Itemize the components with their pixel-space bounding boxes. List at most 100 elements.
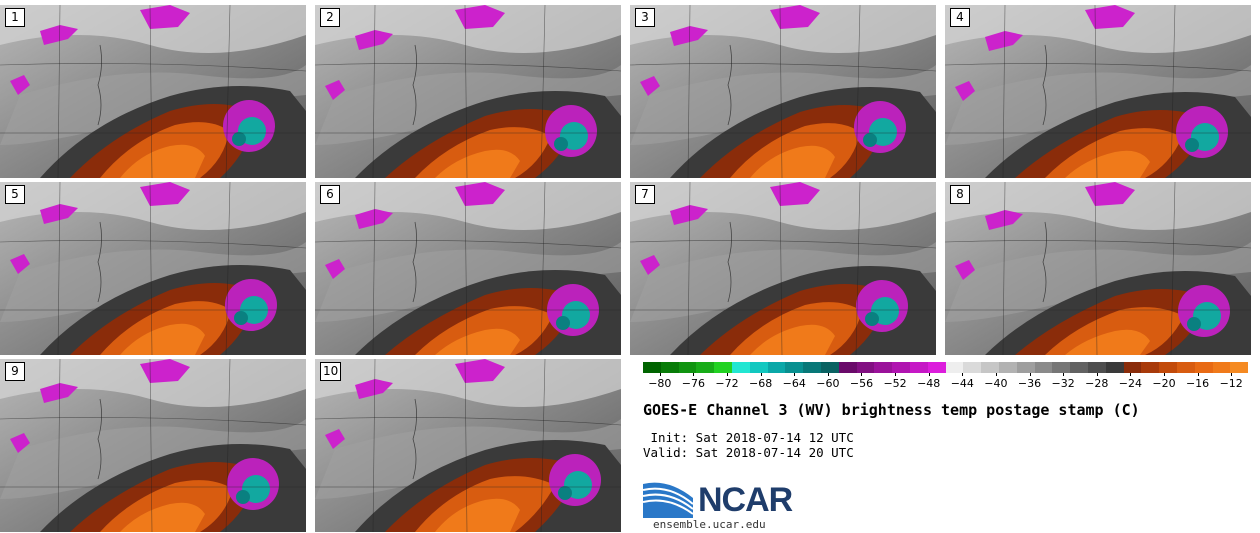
colorbar-tick-mark <box>962 373 964 376</box>
colorbar-tick-mark <box>693 373 695 376</box>
logo-wordmark: NCAR <box>698 481 793 519</box>
colorbar-tick-label: −20 <box>1152 377 1176 390</box>
postage-stamp-panel: 9 <box>0 359 306 532</box>
colorbar-cell <box>892 362 910 373</box>
colorbar-cell <box>678 362 697 373</box>
colorbar-tick-mark <box>1063 373 1065 376</box>
colorbar-tick-label: −80 <box>648 377 672 390</box>
colorbar-tick-label: −48 <box>917 377 941 390</box>
colorbar-cell <box>1034 362 1053 373</box>
postage-stamp-panel: 8 <box>945 182 1251 355</box>
panel-number-label: 7 <box>635 185 655 204</box>
wv-brightness-map <box>0 182 306 355</box>
postage-stamp-panel: 3 <box>630 5 936 178</box>
colorbar-cell <box>874 362 893 373</box>
figure-title: GOES-E Channel 3 (WV) brightness temp po… <box>643 401 1140 419</box>
wv-brightness-map <box>630 5 936 178</box>
colorbar-cell <box>1087 362 1106 373</box>
wv-brightness-map <box>630 182 936 355</box>
wv-brightness-map <box>0 5 306 178</box>
colorbar-cell <box>856 362 875 373</box>
colorbar-cell <box>963 362 982 373</box>
colorbar-tick-mark <box>1130 373 1132 376</box>
colorbar-cell <box>909 362 928 373</box>
colorbar-cell <box>1159 362 1177 373</box>
panel-number-label: 10 <box>320 362 342 381</box>
colorbar-tick-mark <box>760 373 762 376</box>
panel-number-label: 6 <box>320 185 340 204</box>
colorbar-tick-mark <box>1197 373 1199 376</box>
colorbar-cell <box>1176 362 1195 373</box>
colorbar-tick-label: −56 <box>849 377 874 390</box>
colorbar-tick-label: −24 <box>1118 377 1142 390</box>
colorbar-tick-label: −40 <box>984 377 1008 390</box>
colorbar <box>643 362 1249 373</box>
colorbar-cell <box>981 362 999 373</box>
valid-time: Valid: Sat 2018-07-14 20 UTC <box>643 445 854 460</box>
colorbar-tick-mark <box>928 373 930 376</box>
colorbar-tick-mark <box>794 373 796 376</box>
colorbar-tick-label: −60 <box>816 377 840 390</box>
colorbar-cell <box>1212 362 1231 373</box>
panel-number-label: 3 <box>635 8 655 27</box>
postage-stamp-panel: 1 <box>0 5 306 178</box>
colorbar-tick-mark <box>1029 373 1031 376</box>
colorbar-cell <box>1141 362 1160 373</box>
colorbar-tick-mark <box>727 373 729 376</box>
colorbar-tick-label: −32 <box>1051 377 1075 390</box>
colorbar-tick-mark <box>1231 373 1233 376</box>
colorbar-cell <box>838 362 857 373</box>
init-time: Init: Sat 2018-07-14 12 UTC <box>643 430 854 445</box>
colorbar-cell <box>1230 362 1249 373</box>
colorbar-tick-mark <box>827 373 829 376</box>
wv-brightness-map <box>945 5 1251 178</box>
colorbar-tick-mark <box>861 373 863 376</box>
colorbar-tick-mark <box>1096 373 1098 376</box>
colorbar-cell <box>945 362 964 373</box>
colorbar-ticks: −80 −76 −72 −68 −64 −60 −56 −52 −48 −44 −40 −36 −32−… <box>643 373 1248 393</box>
colorbar-cell <box>1052 362 1071 373</box>
wv-brightness-map <box>315 182 621 355</box>
colorbar-cell <box>660 362 679 373</box>
panel-number-label: 4 <box>950 8 970 27</box>
postage-stamp-panel: 10 <box>315 359 621 532</box>
colorbar-tick-label: −72 <box>715 377 739 390</box>
postage-stamp-panel: 6 <box>315 182 621 355</box>
colorbar-cell <box>731 362 750 373</box>
ncar-logo-icon <box>643 482 694 518</box>
colorbar-tick-label: −44 <box>950 377 974 390</box>
colorbar-cell <box>803 362 821 373</box>
postage-stamp-panel: 7 <box>630 182 936 355</box>
wv-brightness-map <box>315 5 621 178</box>
colorbar-tick-label: −68 <box>749 377 773 390</box>
colorbar-tick-mark <box>895 373 897 376</box>
panel-number-label: 5 <box>5 185 25 204</box>
colorbar-tick-mark <box>995 373 997 376</box>
colorbar-cell <box>1070 362 1088 373</box>
colorbar-tick-mark <box>1163 373 1165 376</box>
colorbar-cell <box>749 362 768 373</box>
colorbar-cell <box>1105 362 1124 373</box>
colorbar-tick-label: −16 <box>1185 377 1210 390</box>
colorbar-cell <box>767 362 786 373</box>
logo-url: ensemble.ucar.edu <box>653 518 766 531</box>
colorbar-cell <box>785 362 804 373</box>
panel-number-label: 2 <box>320 8 340 27</box>
colorbar-cell <box>643 362 661 373</box>
colorbar-cell <box>820 362 839 373</box>
wv-brightness-map <box>0 359 306 532</box>
colorbar-cell <box>1194 362 1213 373</box>
colorbar-tick-label: −76 <box>681 377 706 390</box>
panel-number-label: 8 <box>950 185 970 204</box>
panel-number-label: 9 <box>5 362 25 381</box>
postage-stamp-panel: 2 <box>315 5 621 178</box>
colorbar-cell <box>696 362 715 373</box>
colorbar-tick-label: −28 <box>1085 377 1109 390</box>
postage-stamp-panel: 5 <box>0 182 306 355</box>
wv-brightness-map <box>315 359 621 532</box>
colorbar-tick-label: −36 <box>1017 377 1042 390</box>
colorbar-tick-mark <box>659 373 661 376</box>
colorbar-tick-label: −64 <box>782 377 806 390</box>
postage-stamp-panel: 4 <box>945 5 1251 178</box>
colorbar-tick-label: −52 <box>883 377 907 390</box>
